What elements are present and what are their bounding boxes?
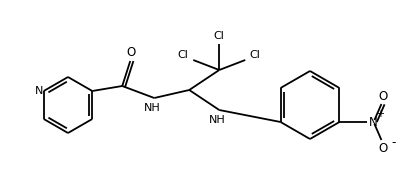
Text: Cl: Cl — [214, 31, 225, 41]
Text: O: O — [127, 46, 136, 60]
Text: Cl: Cl — [178, 50, 189, 60]
Text: -: - — [392, 136, 396, 149]
Text: O: O — [379, 141, 388, 155]
Text: N: N — [34, 86, 43, 96]
Text: +: + — [376, 109, 384, 119]
Text: N: N — [368, 116, 377, 129]
Text: NH: NH — [209, 115, 226, 125]
Text: NH: NH — [144, 103, 161, 113]
Text: Cl: Cl — [250, 50, 261, 60]
Text: O: O — [379, 89, 388, 102]
